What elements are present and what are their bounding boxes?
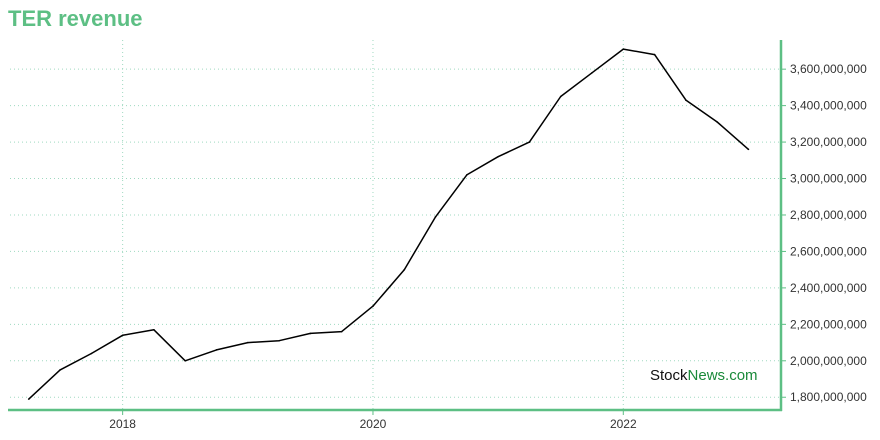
y-tick-label: 3,200,000,000 <box>790 135 867 149</box>
revenue-line <box>28 48 749 400</box>
grid-layer <box>10 40 781 410</box>
data-point <box>591 72 593 74</box>
data-point <box>215 349 218 351</box>
y-tick-label: 3,600,000,000 <box>790 62 867 76</box>
data-point <box>716 121 718 123</box>
data-point <box>466 174 468 176</box>
y-tick-label: 2,200,000,000 <box>790 317 867 331</box>
x-tick-label: 2018 <box>109 417 136 431</box>
data-point <box>403 268 406 271</box>
y-tick-label: 1,800,000,000 <box>790 390 867 404</box>
data-point <box>247 341 249 344</box>
y-tick-label: 2,800,000,000 <box>790 208 867 222</box>
watermark-stock: Stock <box>650 367 688 384</box>
data-point <box>184 359 187 362</box>
data-point <box>27 398 30 400</box>
data-point <box>59 369 61 371</box>
data-point <box>90 352 93 355</box>
data-point <box>278 339 280 342</box>
axis-layer: 1,800,000,000 2,000,000,000 2,200,000,000 2… <box>8 40 867 431</box>
data-point <box>340 330 343 333</box>
y-tick-label: 3,000,000,000 <box>790 172 867 186</box>
data-point <box>653 53 656 56</box>
data-point <box>434 215 437 218</box>
data-point <box>559 95 562 98</box>
y-tick-label: 2,000,000,000 <box>790 354 867 368</box>
data-point <box>685 99 687 101</box>
data-point <box>497 155 499 158</box>
x-tick-label: 2020 <box>360 417 387 431</box>
y-tick-label: 2,600,000,000 <box>790 244 867 258</box>
data-point <box>622 48 625 50</box>
data-point <box>153 329 155 331</box>
chart-title: TER revenue <box>8 6 143 31</box>
data-point <box>747 148 750 151</box>
data-point <box>121 334 124 337</box>
watermark: StockNews.com <box>650 367 758 384</box>
data-point <box>528 141 531 143</box>
svg-text:StockNews.com: StockNews.com <box>650 367 758 384</box>
y-tick-label: 3,400,000,000 <box>790 99 867 113</box>
data-point <box>309 332 312 335</box>
data-point <box>372 305 374 307</box>
series-layer <box>27 48 750 400</box>
y-tick-label: 2,400,000,000 <box>790 281 867 295</box>
x-tick-label: 2022 <box>610 417 637 431</box>
watermark-news: News.com <box>688 367 758 384</box>
